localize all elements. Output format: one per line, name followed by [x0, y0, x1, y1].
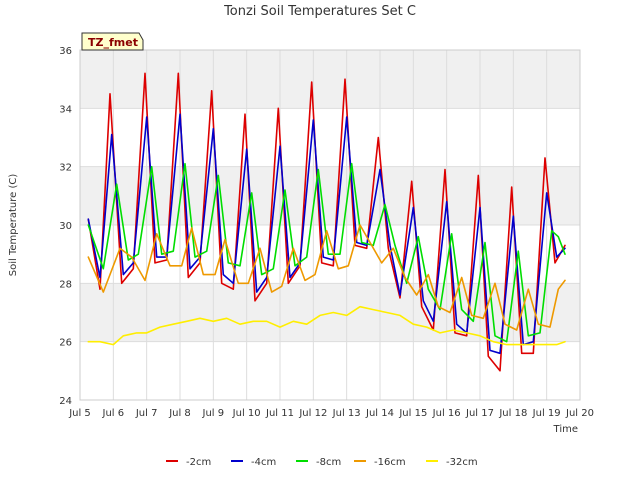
station-tag: TZ_fmet — [81, 32, 144, 51]
station-tag-box — [81, 32, 144, 51]
x-tick-label: Jul 15 — [398, 408, 427, 419]
legend: -2cm -4cm -8cm -16cm -32cm — [166, 457, 478, 468]
x-tick-label: Jul 14 — [365, 408, 394, 419]
x-tick-label: Jul 9 — [202, 408, 225, 419]
series-line-16cm — [87, 224, 566, 331]
y-tick-label: 26 — [59, 338, 72, 349]
plot-area-border — [79, 49, 581, 401]
x-tick-label: Jul 18 — [498, 408, 527, 419]
axes: 24 26 28 30 32 34 36 Jul 5 Jul 6 Jul 7 Jul 8 Jul 9 J… — [59, 46, 594, 419]
series-lines — [87, 72, 566, 372]
y-tick-label: 24 — [59, 396, 72, 407]
grid-band — [80, 50, 580, 109]
y-tick-label: 30 — [59, 221, 72, 232]
y-tick-label: 32 — [59, 163, 72, 174]
x-tick-label: Jul 8 — [168, 408, 191, 419]
legend-label: -8cm — [316, 457, 341, 468]
x-tick-label: Jul 6 — [102, 408, 125, 419]
legend-label: -2cm — [186, 457, 211, 468]
grid-band — [80, 166, 580, 225]
legend-label: -16cm — [374, 457, 406, 468]
y-axis-title: Soil Temperature (C) — [8, 174, 19, 277]
x-tick-label: Jul 19 — [532, 408, 561, 419]
x-tick-label: Jul 13 — [332, 408, 361, 419]
x-tick-label: Jul 20 — [565, 408, 594, 419]
x-tick-label: Jul 10 — [232, 408, 261, 419]
x-tick-label: Jul 16 — [432, 408, 461, 419]
station-tag-label: TZ_fmet — [88, 36, 138, 49]
legend-label: -32cm — [446, 457, 478, 468]
series-line-32cm — [87, 305, 566, 346]
x-tick-label: Jul 5 — [68, 408, 91, 419]
x-axis-title: Time — [553, 424, 578, 435]
x-tick-label: Jul 7 — [135, 408, 158, 419]
x-tick-label: Jul 11 — [265, 408, 294, 419]
chart-title: Tonzi Soil Temperatures Set C — [223, 4, 416, 19]
x-tick-label: Jul 12 — [298, 408, 327, 419]
y-tick-label: 28 — [59, 279, 72, 290]
x-tick-label: Jul 17 — [465, 408, 494, 419]
y-tick-label: 34 — [59, 104, 72, 115]
y-tick-label: 36 — [59, 46, 72, 57]
series-line-4cm — [87, 113, 566, 355]
legend-label: -4cm — [251, 457, 276, 468]
